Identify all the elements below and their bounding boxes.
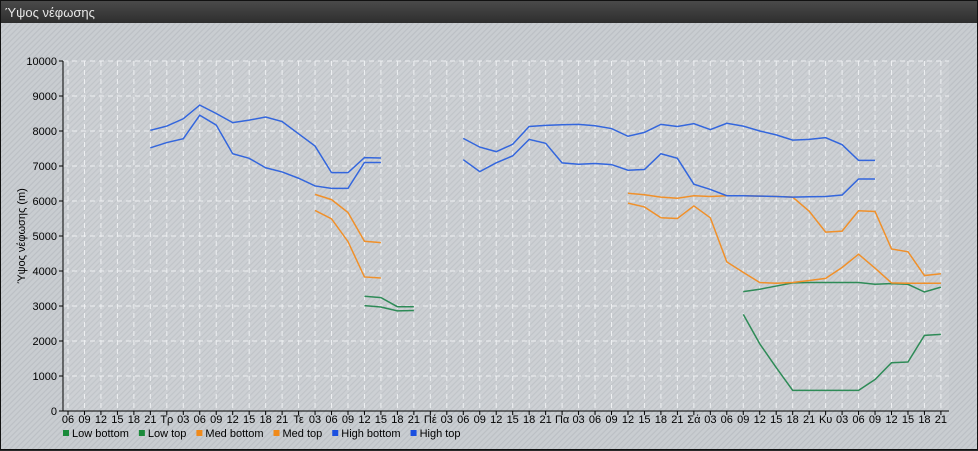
y-tick-label: 0 bbox=[51, 406, 57, 418]
x-tick-label: 12 bbox=[358, 414, 370, 426]
y-tick-label: 2000 bbox=[33, 336, 57, 348]
series-line-high-bottom bbox=[462, 138, 876, 198]
legend-swatch bbox=[332, 430, 339, 436]
legend-item: High top bbox=[420, 428, 461, 440]
x-tick-label: 15 bbox=[770, 414, 782, 426]
x-tick-label: 06 bbox=[325, 414, 337, 426]
y-tick-label: 6000 bbox=[33, 196, 57, 208]
y-tick-label: 3000 bbox=[33, 301, 57, 313]
y-tick-label: 5000 bbox=[33, 231, 57, 243]
x-tick-label: 18 bbox=[655, 414, 667, 426]
x-tick-label: 21 bbox=[935, 414, 947, 426]
x-tick-label: 21 bbox=[408, 414, 420, 426]
y-tick-label: 4000 bbox=[33, 266, 57, 278]
x-tick-label: 03 bbox=[836, 414, 848, 426]
x-tick-label: 21 bbox=[671, 414, 683, 426]
x-tick-label: 12 bbox=[754, 414, 766, 426]
series-line-high-bottom bbox=[150, 114, 381, 190]
x-tick-label: 09 bbox=[737, 414, 749, 426]
y-tick-label: 10000 bbox=[26, 56, 57, 68]
x-tick-label: 09 bbox=[474, 414, 486, 426]
y-axis-label: Ύψος νέφωσης (m) bbox=[16, 188, 28, 284]
x-tick-label: 03 bbox=[309, 414, 321, 426]
x-tick-label: 03 bbox=[704, 414, 716, 426]
x-tick-label: Πέ bbox=[424, 414, 437, 426]
x-tick-label: 09 bbox=[78, 414, 90, 426]
legend-swatch bbox=[196, 430, 203, 436]
x-tick-label: 06 bbox=[194, 414, 206, 426]
x-tick-label: 18 bbox=[787, 414, 799, 426]
series-line-low-top bbox=[743, 281, 942, 293]
x-tick-label: 06 bbox=[852, 414, 864, 426]
series-line-low-top bbox=[364, 295, 414, 308]
x-tick-label: 15 bbox=[638, 414, 650, 426]
series-line-low-bottom bbox=[742, 314, 941, 392]
x-tick-label: Τε bbox=[293, 414, 304, 426]
x-tick-label: 18 bbox=[918, 414, 930, 426]
x-tick-label: 21 bbox=[803, 414, 815, 426]
x-tick-label: Κυ bbox=[819, 414, 832, 426]
x-tick-label: 03 bbox=[441, 414, 453, 426]
series-line-med-top bbox=[314, 193, 381, 244]
x-tick-label: 15 bbox=[902, 414, 914, 426]
x-tick-label: 09 bbox=[210, 414, 222, 426]
y-tick-label: 8000 bbox=[33, 126, 57, 138]
legend-swatch bbox=[138, 430, 145, 436]
legend-item: Low top bbox=[148, 428, 187, 440]
x-tick-label: 18 bbox=[260, 414, 272, 426]
x-tick-label: 12 bbox=[622, 414, 634, 426]
x-tick-label: 21 bbox=[540, 414, 552, 426]
y-tick-label: 1000 bbox=[33, 371, 57, 383]
window-title: Ύψος νέφωσης bbox=[1, 1, 977, 23]
x-tick-label: 06 bbox=[589, 414, 601, 426]
x-tick-label: 18 bbox=[128, 414, 140, 426]
x-tick-label: 06 bbox=[62, 414, 74, 426]
x-tick-label: 12 bbox=[885, 414, 897, 426]
y-tick-label: 9000 bbox=[33, 91, 57, 103]
x-tick-label: 21 bbox=[144, 414, 156, 426]
x-tick-label: 15 bbox=[507, 414, 519, 426]
x-tick-label: 12 bbox=[227, 414, 239, 426]
legend-item: Med top bbox=[283, 428, 323, 440]
x-tick-label: 06 bbox=[721, 414, 733, 426]
x-tick-label: 03 bbox=[572, 414, 584, 426]
series-line-high-top bbox=[462, 122, 876, 162]
series-line-med-bottom bbox=[314, 209, 381, 279]
x-tick-label: 12 bbox=[95, 414, 107, 426]
x-tick-label: 09 bbox=[605, 414, 617, 426]
x-tick-label: 15 bbox=[375, 414, 387, 426]
legend-item: Low bottom bbox=[72, 428, 129, 440]
x-tick-label: Σά bbox=[687, 414, 701, 426]
legend-swatch bbox=[63, 430, 69, 436]
series-line-high-top bbox=[150, 104, 381, 174]
x-tick-label: Τρ bbox=[160, 414, 173, 426]
series-line-med-bottom bbox=[627, 202, 941, 285]
x-tick-label: 09 bbox=[869, 414, 881, 426]
x-tick-label: 12 bbox=[490, 414, 502, 426]
x-tick-label: 15 bbox=[111, 414, 123, 426]
x-tick-label: 18 bbox=[391, 414, 403, 426]
legend-item: Med bottom bbox=[205, 428, 263, 440]
series-line-low-bottom bbox=[364, 304, 414, 312]
legend-item: High bottom bbox=[341, 428, 400, 440]
y-tick-label: 7000 bbox=[33, 161, 57, 173]
x-tick-label: Πα bbox=[555, 414, 570, 426]
x-tick-label: 21 bbox=[276, 414, 288, 426]
x-tick-label: 06 bbox=[457, 414, 469, 426]
legend-swatch bbox=[273, 430, 280, 436]
x-tick-label: 09 bbox=[342, 414, 354, 426]
x-tick-label: 18 bbox=[523, 414, 535, 426]
x-tick-label: 15 bbox=[243, 414, 255, 426]
legend-swatch bbox=[410, 430, 417, 436]
x-tick-label: 03 bbox=[177, 414, 189, 426]
